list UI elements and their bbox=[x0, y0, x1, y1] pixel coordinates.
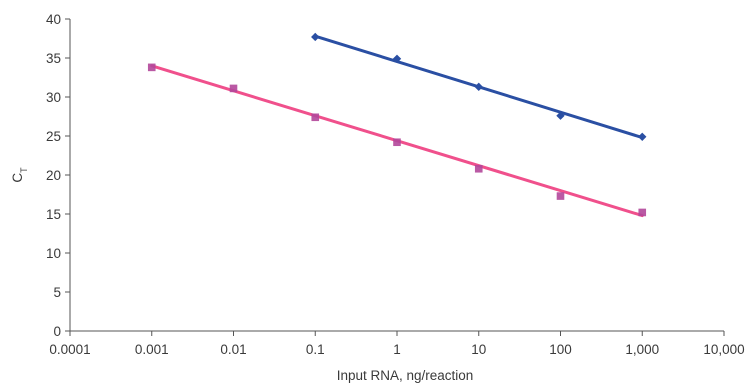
series-2-point bbox=[229, 84, 238, 93]
series-1-point bbox=[392, 54, 402, 63]
y-tick-label: 5 bbox=[53, 285, 61, 300]
series-2-point bbox=[638, 208, 647, 217]
series-1-point bbox=[556, 111, 565, 120]
x-tick-label: 1 bbox=[393, 342, 401, 357]
x-axis-title: Input RNA, ng/reaction bbox=[337, 368, 474, 383]
y-tick-label: 15 bbox=[46, 207, 61, 222]
series-2-point bbox=[474, 164, 483, 173]
y-axis-title-subscript: T bbox=[19, 167, 29, 173]
x-tick-label: 10 bbox=[471, 342, 486, 357]
series-2-point bbox=[147, 63, 156, 72]
series-1-point bbox=[638, 132, 647, 141]
x-axis-ticks: 0.0001 0.001 0.01 0.1 1 10 100 1,000 10,000 bbox=[49, 331, 745, 357]
y-tick-label: 0 bbox=[53, 324, 61, 339]
x-tick-label: 100 bbox=[549, 342, 572, 357]
y-tick-label: 30 bbox=[46, 90, 61, 105]
series-2-point bbox=[556, 192, 565, 200]
x-tick-label: 1,000 bbox=[625, 342, 659, 357]
series-2 bbox=[147, 63, 647, 218]
y-tick-label: 40 bbox=[46, 12, 61, 27]
y-tick-label: 20 bbox=[46, 168, 61, 183]
y-tick-label: 35 bbox=[46, 51, 61, 66]
x-tick-label: 0.001 bbox=[135, 342, 169, 357]
series-2-point bbox=[393, 138, 401, 147]
series-2-point bbox=[311, 113, 320, 122]
axes bbox=[69, 19, 724, 332]
y-tick-label: 25 bbox=[46, 129, 61, 144]
x-tick-label: 0.0001 bbox=[49, 342, 90, 357]
y-tick-label: 10 bbox=[46, 246, 61, 261]
y-axis-title-main: C bbox=[10, 173, 25, 183]
series-1 bbox=[311, 32, 647, 141]
series-1-point bbox=[311, 32, 320, 42]
y-axis-ticks: 0 5 10 15 20 25 30 35 40 bbox=[46, 12, 70, 339]
x-tick-label: 0.01 bbox=[220, 342, 246, 357]
x-tick-label: 0.1 bbox=[306, 342, 325, 357]
series-1-point bbox=[474, 82, 483, 92]
x-tick-label: 10,000 bbox=[703, 342, 744, 357]
y-axis-title: CT bbox=[10, 167, 29, 183]
data-series bbox=[147, 32, 647, 218]
